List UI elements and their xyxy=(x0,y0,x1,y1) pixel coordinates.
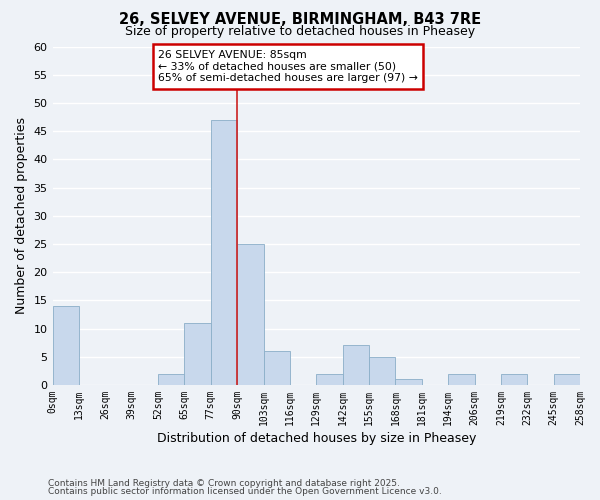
Bar xyxy=(501,374,527,385)
Bar xyxy=(184,323,211,385)
Text: 26, SELVEY AVENUE, BIRMINGHAM, B43 7RE: 26, SELVEY AVENUE, BIRMINGHAM, B43 7RE xyxy=(119,12,481,28)
Text: Contains HM Land Registry data © Crown copyright and database right 2025.: Contains HM Land Registry data © Crown c… xyxy=(48,478,400,488)
Bar xyxy=(448,374,475,385)
Y-axis label: Number of detached properties: Number of detached properties xyxy=(15,117,28,314)
Text: Contains public sector information licensed under the Open Government Licence v3: Contains public sector information licen… xyxy=(48,487,442,496)
X-axis label: Distribution of detached houses by size in Pheasey: Distribution of detached houses by size … xyxy=(157,432,476,445)
Bar xyxy=(395,380,422,385)
Bar xyxy=(158,374,184,385)
Bar xyxy=(316,374,343,385)
Bar xyxy=(211,120,237,385)
Bar xyxy=(554,374,580,385)
Text: Size of property relative to detached houses in Pheasey: Size of property relative to detached ho… xyxy=(125,25,475,38)
Bar xyxy=(343,346,369,385)
Bar xyxy=(263,351,290,385)
Text: 26 SELVEY AVENUE: 85sqm
← 33% of detached houses are smaller (50)
65% of semi-de: 26 SELVEY AVENUE: 85sqm ← 33% of detache… xyxy=(158,50,418,83)
Bar xyxy=(369,356,395,385)
Bar xyxy=(53,306,79,385)
Bar xyxy=(237,244,263,385)
